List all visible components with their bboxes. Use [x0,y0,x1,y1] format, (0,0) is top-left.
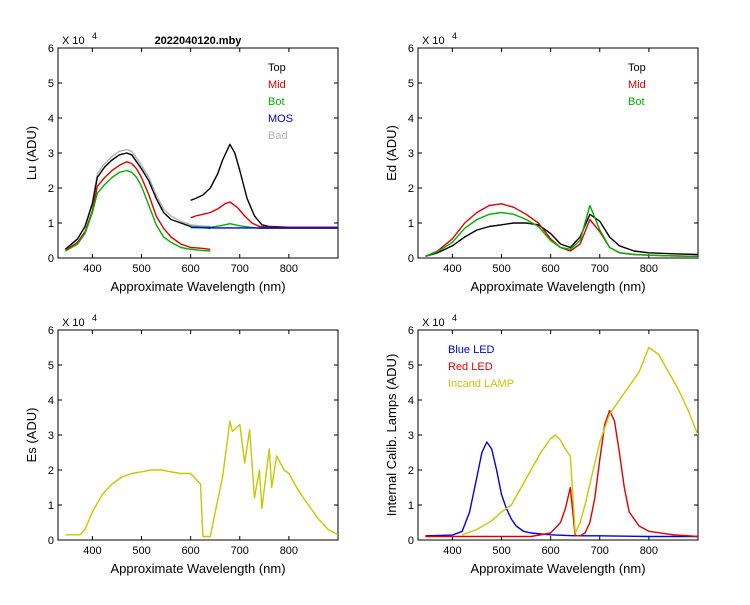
series-line-es [65,421,338,537]
series-line-top [425,214,698,256]
x-tick-label: 700 [231,545,249,557]
y-tick-label: 5 [408,78,414,90]
y-multiplier-exponent: 4 [452,313,457,323]
x-tick-label: 600 [181,263,199,275]
series-group [425,204,698,256]
x-tick-label: 600 [541,545,559,557]
series-line-top [65,153,210,249]
y-tick-label: 3 [48,430,54,442]
x-tick-label: 700 [591,545,609,557]
legend-entry: Red LED [448,361,493,373]
legend-entry: Incand LAMP [448,378,514,390]
y-tick-label: 6 [48,43,54,55]
y-tick-label: 0 [48,535,54,547]
x-tick-label: 800 [280,263,298,275]
x-tick-label: 500 [132,545,150,557]
y-tick-label: 6 [408,43,414,55]
y-tick-label: 4 [408,395,414,407]
y-tick-label: 3 [408,148,414,160]
y-tick-label: 2 [48,183,54,195]
x-tick-label: 400 [83,263,101,275]
legend-entry: Blue LED [448,344,495,356]
series-group [425,348,698,537]
series-line-bot [425,206,698,257]
y-tick-label: 6 [48,325,54,337]
legend-entry: MOS [268,113,293,125]
y-tick-label: 0 [48,253,54,265]
series-line-top-nir [191,144,338,227]
y-tick-label: 3 [408,430,414,442]
series-group [65,421,338,537]
x-tick-label: 400 [443,545,461,557]
y-axis-label: Internal Calib. Lamps (ADU) [384,354,399,517]
x-tick-label: 700 [231,263,249,275]
y-tick-label: 4 [48,395,54,407]
y-tick-label: 5 [48,78,54,90]
plot-frame [58,330,338,540]
series-line-blue-led [425,442,698,537]
y-tick-label: 5 [408,360,414,372]
legend-entry: Mid [268,79,286,91]
series-line-bot [65,171,210,252]
ed-panel: 0 1 2 3 4 5 6 400 500 600 700 800 X 10 4 Approximate W… [384,31,698,294]
plot-frame [418,48,698,258]
calibration-panel: 0 1 2 3 4 5 6 400 500 600 700 800 X 10 4 Approximate W… [384,313,698,576]
series-group [65,144,338,251]
x-axis-label: Approximate Wavelength (nm) [110,279,285,294]
y-multiplier: X 10 [62,35,85,47]
x-tick-label: 700 [591,263,609,275]
y-tick-label: 0 [408,253,414,265]
x-tick-label: 800 [640,263,658,275]
y-tick-label: 1 [48,500,54,512]
y-multiplier-exponent: 4 [92,31,97,41]
legend-entry: Top [268,62,286,74]
x-tick-label: 500 [132,263,150,275]
x-tick-label: 500 [492,263,510,275]
series-line-incand-lamp [462,348,698,535]
x-axis-label: Approximate Wavelength (nm) [470,279,645,294]
y-multiplier-exponent: 4 [92,313,97,323]
lu-panel: 0 1 2 3 4 5 6 400 500 600 700 800 X 10 4 Approximate W… [24,31,338,294]
x-tick-label: 800 [280,545,298,557]
es-panel: 0 1 2 3 4 5 6 400 500 600 700 800 X 10 4 Approximate W… [24,313,338,576]
y-multiplier-exponent: 4 [452,31,457,41]
y-tick-label: 2 [408,183,414,195]
legend-entry: Top [628,62,646,74]
y-tick-label: 1 [408,218,414,230]
figure-title: 2022040120.mby [155,35,243,47]
y-multiplier: X 10 [62,317,85,329]
x-axis-label: Approximate Wavelength (nm) [470,561,645,576]
legend-entry: Bad [268,130,288,142]
legend-entry: Mid [628,79,646,91]
y-tick-label: 0 [408,535,414,547]
x-tick-label: 800 [640,545,658,557]
y-tick-label: 5 [48,360,54,372]
series-line-mid-nir [191,202,338,227]
series-line-mid [65,162,210,251]
legend-entry: Bot [268,96,285,108]
y-axis-label: Es (ADU) [24,408,39,463]
y-tick-label: 4 [408,113,414,125]
y-tick-label: 4 [48,113,54,125]
x-tick-label: 600 [541,263,559,275]
y-axis-label: Lu (ADU) [24,126,39,180]
y-multiplier: X 10 [422,317,445,329]
y-tick-label: 2 [408,465,414,477]
y-tick-label: 6 [408,325,414,337]
x-tick-label: 400 [443,263,461,275]
y-tick-label: 2 [48,465,54,477]
x-axis-label: Approximate Wavelength (nm) [110,561,285,576]
y-multiplier: X 10 [422,35,445,47]
x-tick-label: 400 [83,545,101,557]
series-line-red-led [425,411,698,537]
y-axis-label: Ed (ADU) [384,125,399,181]
y-tick-label: 3 [48,148,54,160]
x-tick-label: 500 [492,545,510,557]
legend-entry: Bot [628,96,645,108]
x-tick-label: 600 [181,545,199,557]
y-tick-label: 1 [48,218,54,230]
y-tick-label: 1 [408,500,414,512]
